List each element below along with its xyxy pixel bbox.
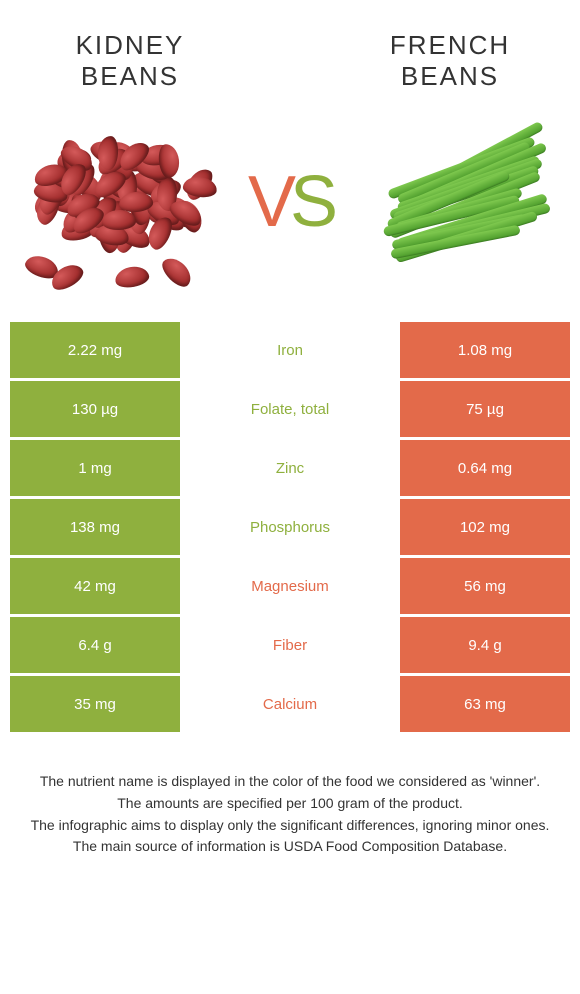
nutrient-label: Calcium: [183, 676, 397, 732]
footer-line: The amounts are specified per 100 gram o…: [20, 794, 560, 814]
nutrient-label: Iron: [183, 322, 397, 378]
table-row: 130 µgFolate, total75 µg: [10, 381, 570, 437]
footer-notes: The nutrient name is displayed in the co…: [10, 772, 570, 858]
right-value: 102 mg: [400, 499, 570, 555]
vs-label: VS: [248, 161, 332, 243]
table-row: 1 mgZinc0.64 mg: [10, 440, 570, 496]
right-value: 63 mg: [400, 676, 570, 732]
left-value: 6.4 g: [10, 617, 180, 673]
left-value: 35 mg: [10, 676, 180, 732]
footer-line: The nutrient name is displayed in the co…: [20, 772, 560, 792]
right-value: 9.4 g: [400, 617, 570, 673]
left-value: 130 µg: [10, 381, 180, 437]
footer-line: The main source of information is USDA F…: [20, 837, 560, 857]
right-value: 0.64 mg: [400, 440, 570, 496]
table-row: 6.4 gFiber9.4 g: [10, 617, 570, 673]
left-value: 42 mg: [10, 558, 180, 614]
french-beans-image: [360, 122, 560, 282]
nutrient-label: Magnesium: [183, 558, 397, 614]
table-row: 2.22 mgIron1.08 mg: [10, 322, 570, 378]
nutrient-label: Folate, total: [183, 381, 397, 437]
left-value: 2.22 mg: [10, 322, 180, 378]
header: KIDNEY BEANS FRENCH BEANS: [10, 30, 570, 92]
nutrient-table: 2.22 mgIron1.08 mg130 µgFolate, total75 …: [10, 322, 570, 732]
right-food-title: FRENCH BEANS: [360, 30, 540, 92]
right-value: 75 µg: [400, 381, 570, 437]
left-food-title: KIDNEY BEANS: [40, 30, 220, 92]
table-row: 138 mgPhosphorus102 mg: [10, 499, 570, 555]
nutrient-label: Zinc: [183, 440, 397, 496]
kidney-beans-image: [20, 122, 220, 282]
right-value: 56 mg: [400, 558, 570, 614]
nutrient-label: Fiber: [183, 617, 397, 673]
right-value: 1.08 mg: [400, 322, 570, 378]
nutrient-label: Phosphorus: [183, 499, 397, 555]
footer-line: The infographic aims to display only the…: [20, 816, 560, 836]
images-row: VS: [10, 112, 570, 292]
left-value: 1 mg: [10, 440, 180, 496]
table-row: 42 mgMagnesium56 mg: [10, 558, 570, 614]
left-value: 138 mg: [10, 499, 180, 555]
table-row: 35 mgCalcium63 mg: [10, 676, 570, 732]
